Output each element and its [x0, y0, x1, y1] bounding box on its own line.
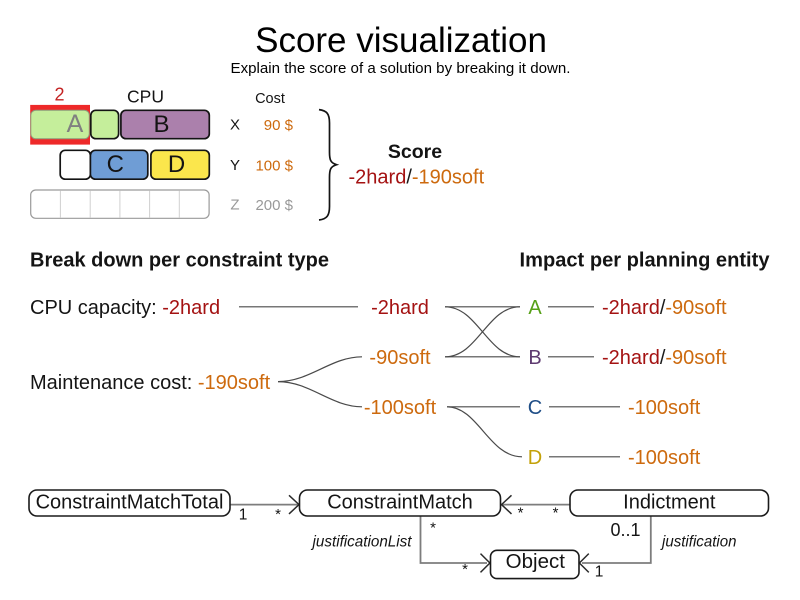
- svg-text:1: 1: [239, 507, 248, 524]
- svg-text:-90soft: -90soft: [369, 347, 431, 369]
- svg-text:D: D: [528, 447, 542, 469]
- svg-text:Break down per constraint type: Break down per constraint type: [30, 250, 329, 272]
- svg-text:*: *: [518, 505, 524, 522]
- svg-text:C: C: [107, 151, 124, 178]
- svg-text:CPU: CPU: [127, 86, 164, 106]
- svg-text:-100soft: -100soft: [628, 447, 701, 469]
- svg-text:Impact per planning entity: Impact per planning entity: [520, 250, 771, 272]
- svg-text:-2hard/-90soft: -2hard/-90soft: [602, 347, 727, 369]
- svg-text:*: *: [430, 520, 436, 537]
- svg-text:A: A: [67, 110, 84, 138]
- svg-text:Y: Y: [230, 157, 240, 174]
- svg-text:Score: Score: [388, 141, 442, 163]
- svg-text:Cost: Cost: [255, 91, 285, 107]
- svg-text:2: 2: [54, 84, 64, 104]
- svg-text:-2hard/-190soft: -2hard/-190soft: [349, 166, 485, 188]
- svg-text:ConstraintMatch: ConstraintMatch: [327, 491, 473, 513]
- svg-text:Indictment: Indictment: [623, 491, 716, 513]
- svg-text:0..1: 0..1: [610, 520, 640, 540]
- svg-text:-100soft: -100soft: [364, 397, 437, 419]
- svg-text:100 $: 100 $: [255, 157, 293, 174]
- svg-text:ConstraintMatchTotal: ConstraintMatchTotal: [36, 491, 224, 513]
- svg-text:B: B: [528, 347, 541, 369]
- svg-text:Object: Object: [506, 550, 566, 573]
- svg-text:*: *: [553, 505, 559, 522]
- svg-text:90 $: 90 $: [264, 117, 294, 134]
- svg-text:B: B: [153, 111, 169, 138]
- svg-text:200 $: 200 $: [255, 197, 293, 214]
- svg-text:Score visualization: Score visualization: [255, 21, 547, 60]
- svg-text:*: *: [462, 561, 468, 578]
- svg-text:1: 1: [595, 564, 604, 581]
- svg-text:justificationList: justificationList: [311, 533, 412, 550]
- svg-text:X: X: [230, 116, 240, 133]
- svg-text:*: *: [275, 506, 281, 523]
- svg-text:D: D: [168, 151, 185, 178]
- svg-text:Explain the score of a solutio: Explain the score of a solution by break…: [231, 60, 571, 77]
- svg-text:-100soft: -100soft: [628, 397, 701, 419]
- svg-text:A: A: [528, 297, 542, 319]
- svg-text:Z: Z: [230, 196, 239, 213]
- svg-text:C: C: [528, 397, 542, 419]
- svg-text:justification: justification: [660, 533, 736, 550]
- svg-text:-2hard: -2hard: [371, 297, 429, 319]
- svg-text:CPU capacity: -2hard: CPU capacity: -2hard: [30, 297, 220, 319]
- svg-text:Maintenance cost: -190soft: Maintenance cost: -190soft: [30, 372, 271, 394]
- svg-text:-2hard/-90soft: -2hard/-90soft: [602, 297, 727, 319]
